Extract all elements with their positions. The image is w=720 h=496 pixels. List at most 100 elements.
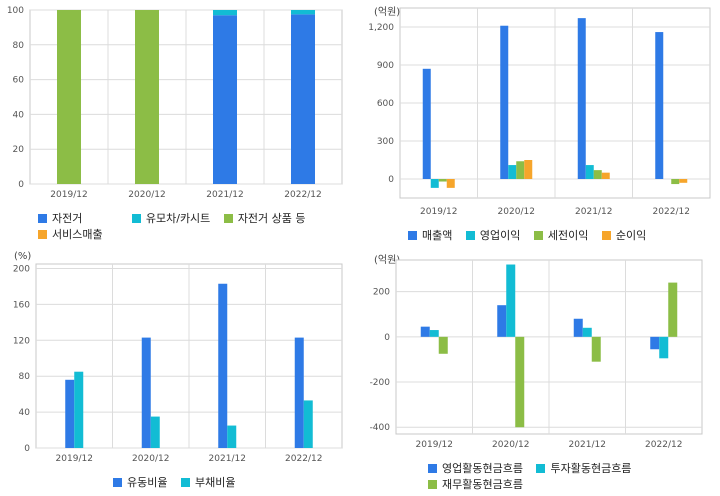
legend-item: 재무활동현금흐름 — [428, 477, 523, 492]
legend-item: 매출액 — [408, 228, 452, 243]
y-tick-label: 40 — [19, 408, 31, 418]
legend-label: 매출액 — [422, 229, 453, 242]
y-tick-label: -400 — [370, 423, 391, 433]
bar — [601, 172, 610, 179]
y-tick-label: 80 — [13, 41, 25, 51]
bar — [294, 337, 304, 448]
legend-label: 유모차/카시트 — [145, 212, 211, 225]
cashflow-unit-label: (억원) — [374, 255, 401, 266]
bar — [150, 416, 160, 448]
y-tick-label: 40 — [13, 110, 25, 120]
x-tick-label: 2020/12 — [498, 207, 535, 217]
bar — [650, 336, 660, 350]
ratio-legend: 유동비율 부채비율 — [113, 475, 313, 491]
bar — [213, 10, 237, 16]
bar — [516, 161, 525, 179]
legend-item: 유모차/카시트 — [131, 211, 211, 226]
legend-label: 부채비율 — [194, 476, 236, 489]
bar — [524, 160, 533, 179]
legend-label: 영업이익 — [479, 229, 521, 242]
x-tick-label: 2022/12 — [285, 454, 322, 464]
bar — [497, 305, 507, 337]
x-tick-label: 2019/12 — [420, 207, 457, 217]
bar — [291, 14, 315, 184]
bar — [655, 32, 664, 179]
x-tick-label: 2021/12 — [209, 454, 246, 464]
legend-label: 재무활동현금흐름 — [442, 478, 523, 491]
legend-label: 세전이익 — [547, 229, 589, 242]
bar — [438, 336, 448, 354]
bar — [57, 10, 81, 184]
bar — [515, 336, 525, 428]
legend-label: 자전거 상품 등 — [237, 212, 306, 225]
legend-swatch — [428, 480, 437, 489]
bar — [500, 25, 509, 179]
bar — [659, 336, 669, 359]
legend-swatch — [38, 214, 47, 223]
bar — [593, 170, 602, 179]
y-tick-label: 20 — [13, 145, 25, 155]
legend-swatch — [180, 478, 190, 487]
income-unit-label: (억원) — [374, 7, 401, 18]
bar — [506, 264, 516, 337]
sales-composition-legend: 자전거 유모차/카시트 자전거 상품 등 서비스매출 — [38, 211, 358, 243]
y-tick-label: 900 — [377, 61, 394, 71]
x-tick-label: 2019/12 — [416, 440, 453, 450]
bar — [213, 15, 237, 184]
y-tick-label: 60 — [13, 76, 25, 86]
bar — [446, 179, 455, 188]
x-tick-label: 2020/12 — [132, 454, 169, 464]
y-tick-label: 0 — [388, 175, 394, 185]
cashflow-chart: -400 -200 0 200 2019/12 2020/12 2021/12 2022/12 — [370, 259, 703, 450]
legend-swatch — [408, 231, 417, 240]
bar — [679, 179, 688, 183]
legend-item: 서비스매출 — [38, 227, 103, 242]
y-tick-label: 100 — [7, 6, 24, 16]
legend-swatch — [223, 214, 233, 223]
x-tick-label: 2021/12 — [575, 207, 612, 217]
x-tick-label: 2021/12 — [569, 440, 606, 450]
legend-item: 자전거 — [38, 211, 82, 226]
bar — [303, 400, 313, 448]
ratio-chart: 0 40 80 120 160 200 2019/12 2020/12 2021/12 2022/… — [13, 263, 343, 464]
y-tick-label: 600 — [377, 99, 394, 109]
y-tick-label: 200 — [373, 288, 390, 298]
legend-swatch — [428, 464, 437, 473]
bar — [668, 282, 678, 337]
bar — [422, 68, 431, 179]
legend-item: 유동비율 — [113, 475, 167, 490]
x-tick-label: 2022/12 — [653, 207, 690, 217]
y-tick-label: 0 — [18, 180, 24, 190]
legend-swatch — [131, 214, 141, 223]
y-tick-label: 300 — [377, 137, 394, 147]
y-tick-label: 120 — [13, 336, 30, 346]
bar — [65, 379, 75, 448]
y-tick-label: 0 — [24, 444, 30, 454]
y-tick-label: 200 — [13, 264, 30, 274]
x-tick-label: 2020/12 — [128, 190, 165, 200]
legend-item: 투자활동현금흐름 — [536, 461, 631, 476]
legend-item: 영업활동현금흐름 — [428, 461, 523, 476]
legend-label: 유동비율 — [127, 476, 168, 489]
y-tick-label: 0 — [384, 333, 390, 343]
legend-swatch — [536, 464, 546, 473]
legend-label: 투자활동현금흐름 — [550, 462, 632, 475]
legend-label: 영업활동현금흐름 — [442, 462, 523, 475]
sales-composition-chart: 0 20 40 60 80 100 2019/12 2020/12 2021/12 2022/12 — [7, 6, 343, 200]
x-tick-label: 2020/12 — [492, 440, 529, 450]
bar — [227, 425, 237, 448]
bar — [429, 330, 439, 337]
income-statement-chart: 0 300 600 900 1,200 2019/12 2020/12 2021/12 2022… — [368, 7, 711, 217]
x-tick-label: 2022/12 — [645, 440, 682, 450]
bar — [141, 337, 151, 448]
legend-swatch — [533, 231, 543, 240]
cashflow-legend: 영업활동현금흐름 투자활동현금흐름 재무활동현금흐름 — [428, 461, 718, 493]
x-tick-label: 2021/12 — [206, 190, 243, 200]
bar — [430, 179, 439, 188]
legend-label: 서비스매출 — [52, 228, 103, 241]
y-tick-label: 1,200 — [368, 23, 394, 33]
legend-item: 순이익 — [601, 228, 646, 243]
legend-label: 자전거 — [52, 212, 83, 225]
legend-swatch — [38, 230, 47, 239]
income-statement-legend: 매출액 영업이익 세전이익 순이익 — [408, 228, 718, 244]
